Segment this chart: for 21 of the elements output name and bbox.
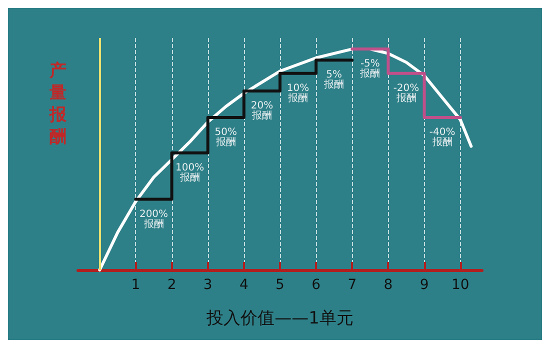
annotation: 5% 报酬 [323,70,344,91]
x-tick-label: 4 [239,277,248,293]
y-axis-title: 产量报酬 [48,61,68,148]
annotation: 200% 报酬 [139,208,168,230]
x-tick-label: 8 [384,277,393,293]
x-axis-title: 投入价值——1单元 [206,308,354,328]
x-tick-label: 9 [420,277,429,293]
x-tick-label: 5 [276,277,284,293]
annotation: -40% 报酬 [429,127,456,148]
x-tick-label: 1 [131,277,140,293]
annotation: 20% 报酬 [250,100,274,122]
annotation: 10% 报酬 [286,82,310,104]
annotation: 50% 报酬 [214,127,238,148]
x-tick-label: 2 [167,277,176,293]
x-tick-label: 6 [312,277,321,293]
annotation: -5% 报酬 [359,58,380,80]
x-tick-label: 3 [203,277,212,293]
x-tick-label: 10 [451,277,470,293]
x-tick-label: 7 [348,277,357,293]
annotation: -20% 报酬 [393,82,420,104]
annotation: 100% 报酬 [176,162,204,184]
